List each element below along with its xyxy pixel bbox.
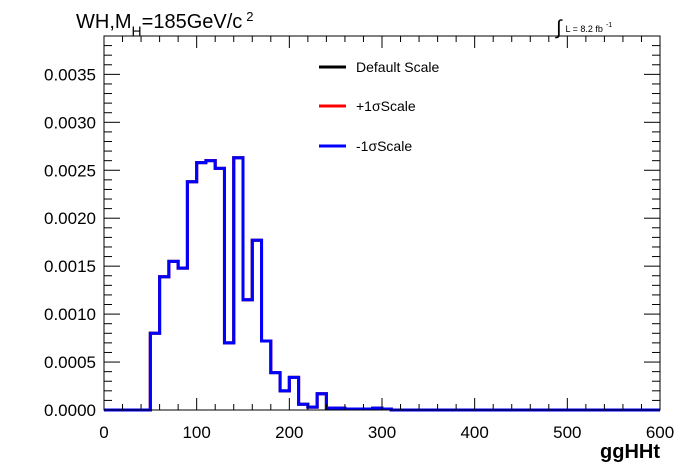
x-tick-label: 300	[368, 423, 396, 442]
y-tick-label: 0.0025	[44, 161, 96, 180]
y-tick-label: 0.0035	[44, 65, 96, 84]
x-tick-label: 500	[553, 423, 581, 442]
x-tick-label: 600	[646, 423, 674, 442]
x-tick-label: 0	[99, 423, 108, 442]
x-axis-tick-labels: 0 100 200 300 400 500 600	[99, 423, 674, 442]
y-tick-label: 0.0010	[44, 305, 96, 324]
y-tick-label: 0.0015	[44, 257, 96, 276]
y-tick-label: 0.0005	[44, 353, 96, 372]
chart-title-main: WH,M	[76, 11, 132, 33]
luminosity-superscript: -1	[606, 22, 612, 29]
legend-label-minus-1sigma-scale: -1σScale	[356, 138, 412, 154]
y-tick-label: 0.0000	[44, 401, 96, 420]
x-tick-label: 200	[275, 423, 303, 442]
legend-label-plus-1sigma-scale: +1σScale	[356, 98, 416, 114]
chart-title-rest: =185GeV/c	[142, 11, 243, 33]
y-axis-tick-labels: 0.0000 0.0005 0.0010 0.0015 0.0020 0.0025 0.00…	[44, 65, 96, 420]
x-tick-label: 100	[182, 423, 210, 442]
x-axis-ticks	[103, 36, 661, 410]
y-tick-label: 0.0030	[44, 113, 96, 132]
chart-title-superscript: 2	[246, 9, 253, 24]
chart-title: WH,MH=185GeV/c 2	[76, 9, 254, 39]
integral-symbol: ∫	[555, 17, 563, 39]
luminosity-text: L = 8.2 fb	[565, 24, 602, 34]
legend: Default Scale +1σScale -1σScale	[319, 59, 439, 154]
legend-label-default-scale: Default Scale	[356, 59, 439, 75]
luminosity-label: ∫ L = 8.2 fb -1	[555, 17, 612, 39]
y-axis-ticks	[104, 35, 660, 411]
chart-title-subscript: H	[132, 23, 142, 39]
y-tick-label: 0.0020	[44, 209, 96, 228]
x-tick-label: 400	[460, 423, 488, 442]
x-axis-title: ggHHt	[600, 441, 660, 463]
